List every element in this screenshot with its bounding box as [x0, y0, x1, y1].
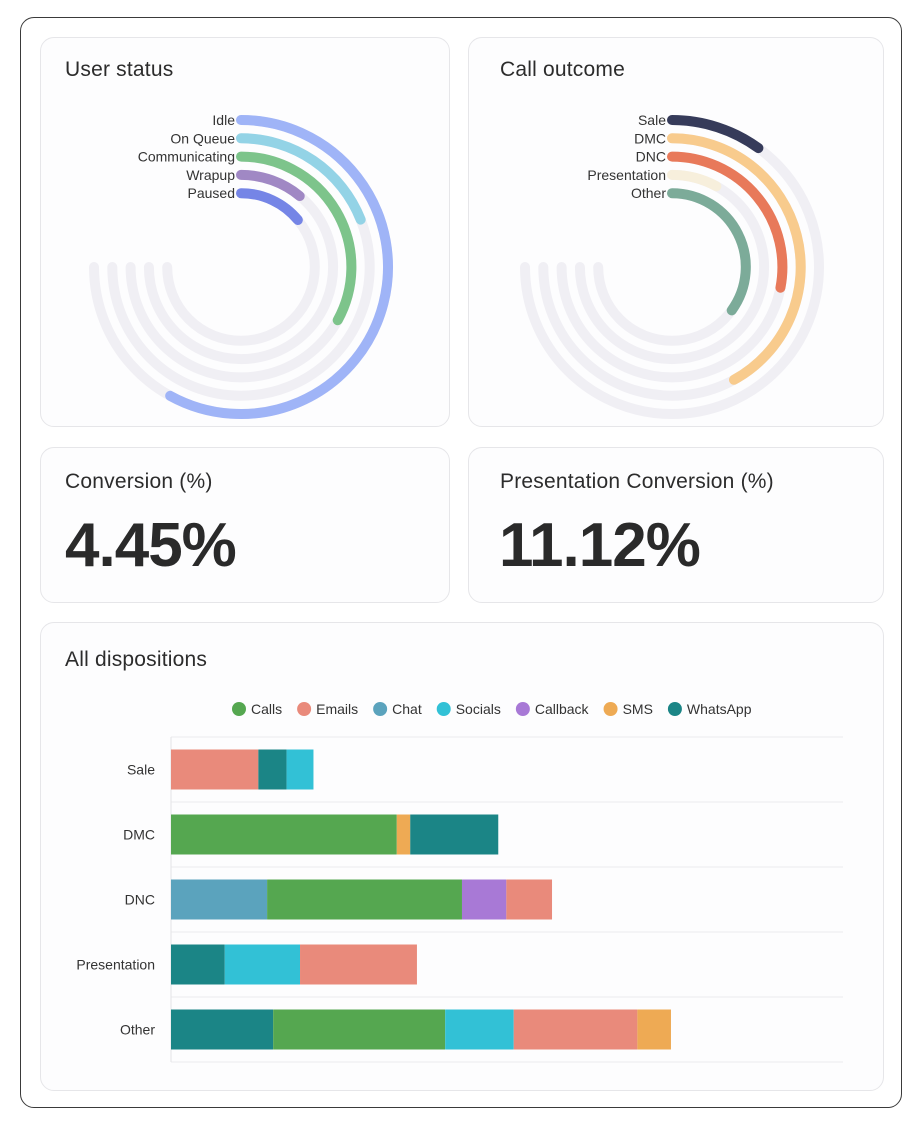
call-outcome-card: Call outcome Sale DMC DNC Presentation Other: [468, 37, 884, 427]
category-label-sale: Sale: [127, 762, 155, 778]
radial-track-presentation: [574, 169, 770, 365]
bar-segment-presentation-whatsapp: [171, 944, 225, 985]
presentation-conversion-title: Presentation Conversion (%): [500, 470, 774, 493]
radial-track-wrapup: [143, 169, 339, 365]
presentation-conversion-card: Presentation Conversion (%) 11.12%: [468, 447, 884, 603]
all-dispositions-title: All dispositions: [65, 648, 208, 671]
conversion-value: 4.45%: [65, 511, 237, 580]
legend-swatch-callback: [515, 702, 530, 716]
bar-segment-dmc-calls: [171, 814, 397, 855]
bar-segment-other-calls: [273, 1009, 446, 1050]
legend-swatch-sms: [603, 702, 618, 716]
bar-segment-presentation-emails: [300, 944, 417, 985]
chart-legend: Calls Emails Chat Socials Callback SMS WhatsAp…: [232, 701, 752, 717]
legend-label-socials: Socials: [456, 701, 501, 717]
legend-swatch-socials: [436, 702, 451, 716]
legend-swatch-emails: [297, 702, 312, 716]
legend-label-emails: Emails: [316, 701, 358, 717]
bar-segment-other-socials: [445, 1009, 514, 1050]
radial-label-communicating: Communicating: [138, 149, 235, 165]
radial-label-other: Other: [631, 185, 666, 201]
radial-bar-presentation: [667, 169, 722, 192]
legend-label-callback: Callback: [535, 701, 590, 717]
radial-label-paused: Paused: [188, 185, 235, 201]
user-status-radial-chart: Idle On Queue Communicating Wrapup Paused: [89, 112, 393, 419]
radial-label-sale: Sale: [638, 112, 666, 128]
bar-segment-sale-emails: [171, 749, 259, 790]
user-status-card: User status Idle On Queue Communicating Wra…: [40, 37, 450, 427]
bar-segment-other-sms: [637, 1009, 671, 1050]
legend-label-calls: Calls: [251, 701, 282, 717]
bar-segment-dmc-whatsapp: [410, 814, 499, 855]
radial-bar-dnc: [667, 151, 788, 293]
bar-segment-other-emails: [513, 1009, 638, 1050]
bar-segment-dnc-calls: [267, 879, 462, 920]
all-dispositions-bar-chart: Calls Emails Chat Socials Callback SMS WhatsAp…: [76, 701, 843, 1063]
legend-swatch-whatsapp: [667, 702, 682, 716]
radial-bar-sale: [667, 115, 764, 154]
radial-label-on-queue: On Queue: [170, 130, 235, 146]
radial-label-idle: Idle: [212, 112, 235, 128]
category-label-presentation: Presentation: [76, 957, 155, 973]
legend-label-sms: SMS: [623, 701, 653, 717]
all-dispositions-card: All dispositions Calls Emails Chat Socials C…: [40, 622, 884, 1091]
radial-label-wrapup: Wrapup: [186, 167, 235, 183]
bar-segment-sale-whatsapp: [258, 749, 287, 790]
radial-bar-paused: [236, 188, 303, 225]
radial-bar-on-queue: [236, 133, 366, 225]
conversion-card: Conversion (%) 4.45%: [40, 447, 450, 603]
radial-label-presentation: Presentation: [587, 167, 666, 183]
bar-segment-dmc-sms: [396, 814, 411, 855]
category-label-dmc: DMC: [123, 827, 155, 843]
bar-segment-presentation-socials: [224, 944, 301, 985]
bar-segment-dnc-emails: [506, 879, 553, 920]
legend-label-chat: Chat: [392, 701, 422, 717]
legend-swatch-chat: [373, 702, 388, 716]
radial-label-dmc: DMC: [634, 130, 666, 146]
radial-bar-other: [667, 188, 751, 316]
conversion-title: Conversion (%): [65, 470, 213, 493]
call-outcome-radial-chart: Sale DMC DNC Presentation Other: [520, 112, 824, 419]
call-outcome-title: Call outcome: [500, 58, 625, 81]
legend-swatch-calls: [232, 702, 246, 716]
presentation-conversion-value: 11.12%: [499, 511, 701, 580]
radial-bar-communicating: [236, 151, 357, 326]
radial-label-dnc: DNC: [636, 149, 666, 165]
bar-segment-dnc-chat: [171, 879, 268, 920]
radial-track-sale: [520, 115, 824, 419]
category-label-dnc: DNC: [125, 892, 155, 908]
bar-segment-sale-socials: [286, 749, 314, 790]
user-status-title: User status: [65, 58, 174, 81]
radial-bar-idle: [165, 115, 393, 419]
bar-segment-other-whatsapp: [171, 1009, 274, 1050]
legend-label-whatsapp: WhatsApp: [687, 701, 752, 717]
radial-bar-dmc: [667, 133, 806, 385]
radial-bar-wrapup: [236, 169, 305, 202]
category-label-other: Other: [120, 1022, 155, 1038]
bar-segment-dnc-callback: [461, 879, 507, 920]
